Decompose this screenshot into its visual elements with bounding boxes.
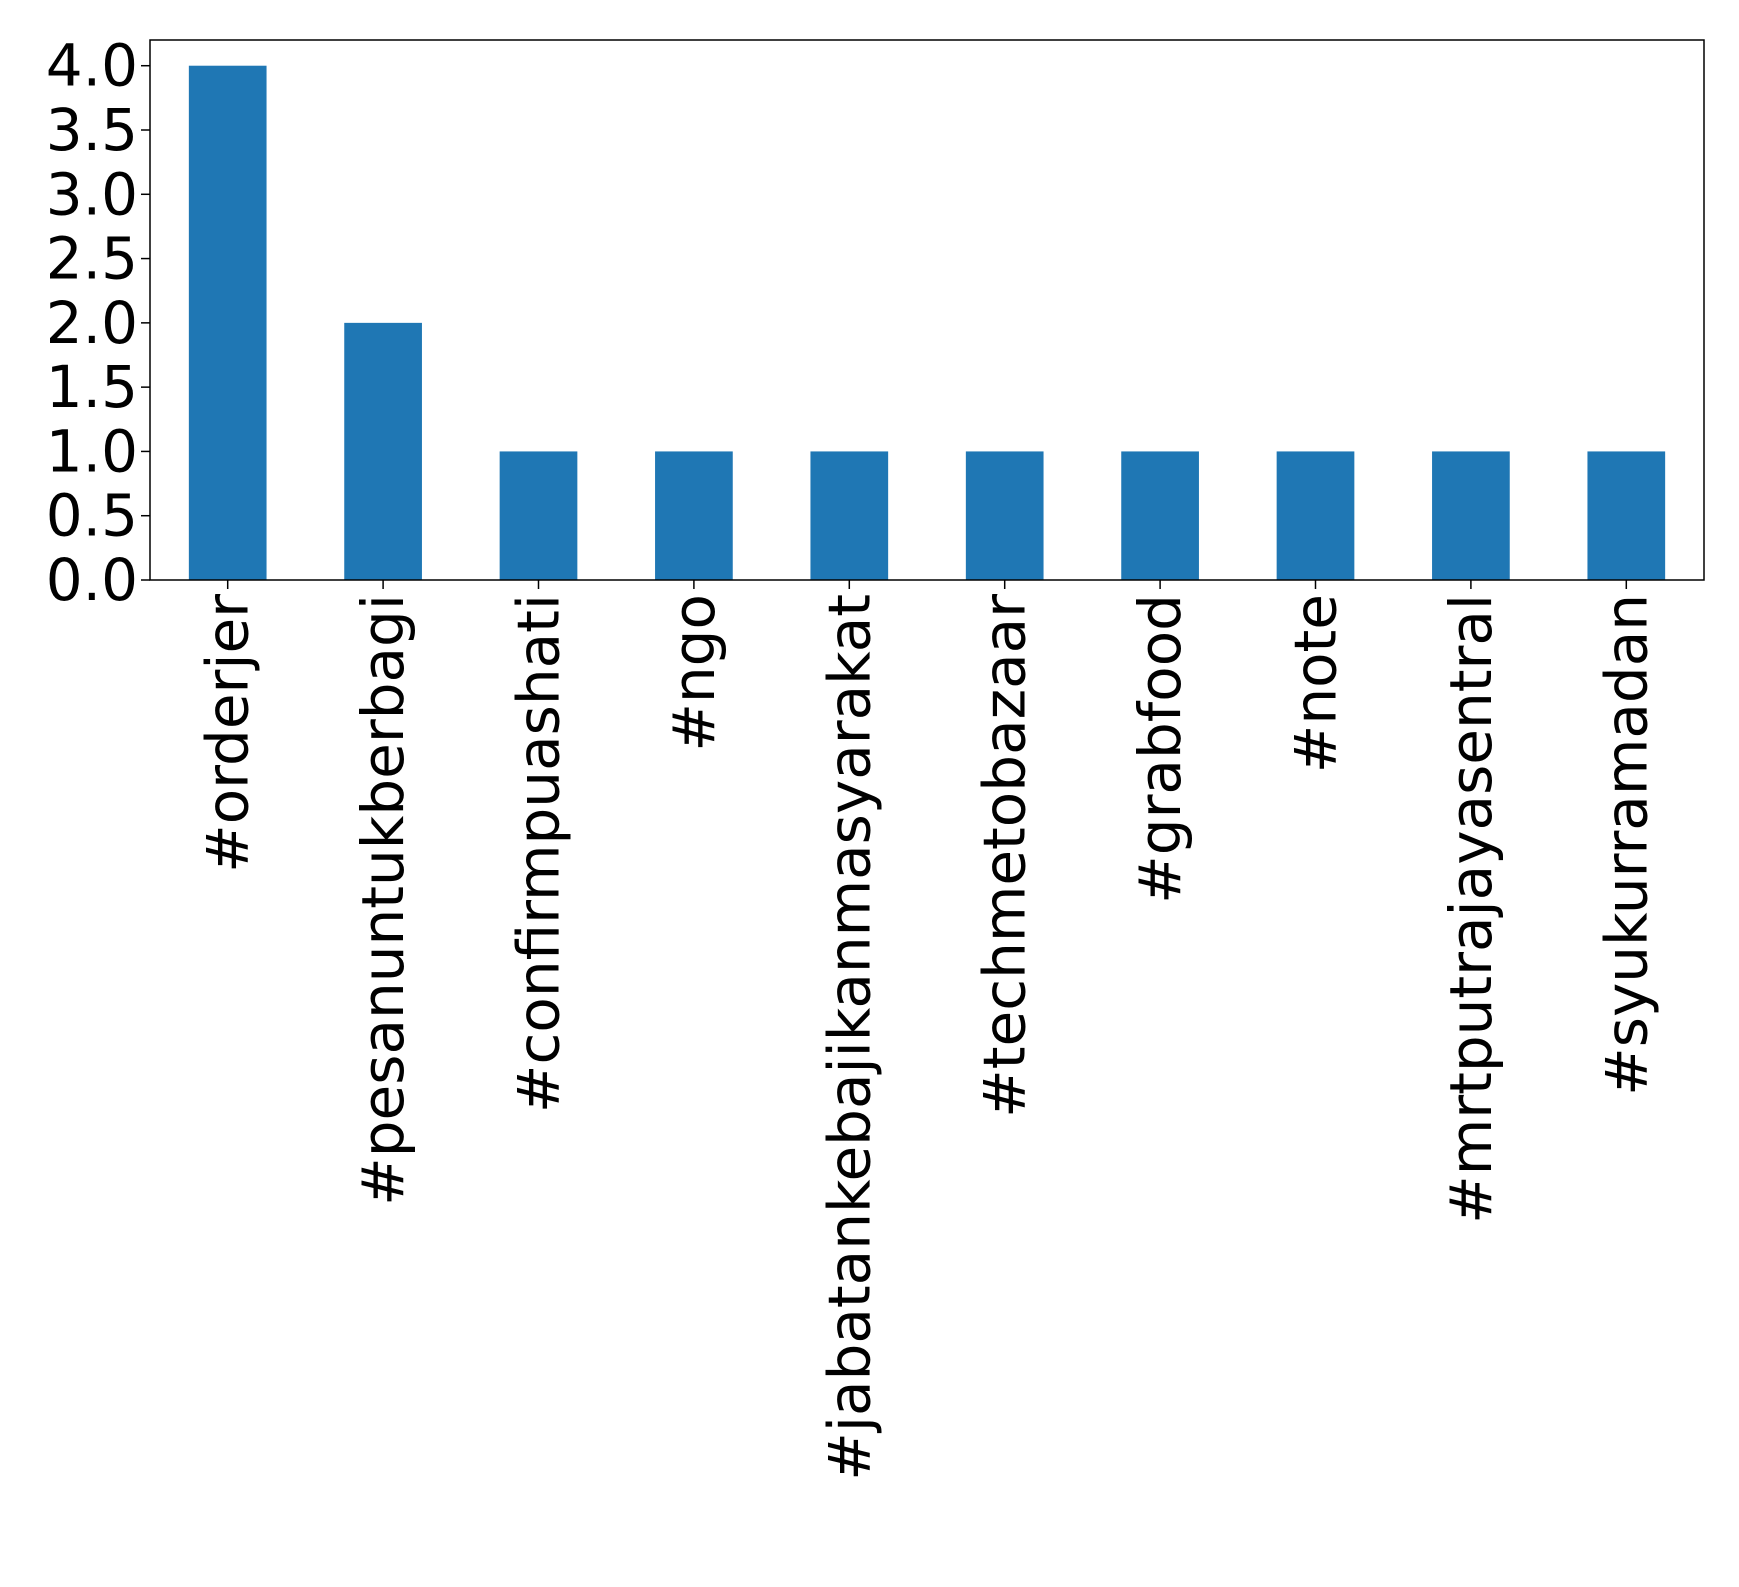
x-tick-label: #ngo xyxy=(660,594,728,752)
y-axis: 0.00.51.01.52.02.53.03.54.0 xyxy=(46,32,150,614)
bar xyxy=(1121,451,1199,580)
y-tick-label: 3.5 xyxy=(46,96,138,164)
x-tick-label: #pesanuntukberbagi xyxy=(349,594,417,1206)
bar xyxy=(1587,451,1666,580)
bar xyxy=(188,65,267,580)
y-tick-label: 0.5 xyxy=(46,482,138,550)
x-axis: #orderjer #pesanuntukberbagi #confirmpuash… xyxy=(194,580,1660,1481)
y-tick-label: 2.0 xyxy=(46,289,138,357)
x-tick-label: #syukurramadan xyxy=(1592,594,1660,1096)
bar xyxy=(655,451,733,580)
y-tick-label: 4.0 xyxy=(46,32,138,100)
plot-frame xyxy=(149,39,1705,581)
y-tick-label: 0.0 xyxy=(46,546,138,614)
bar xyxy=(810,451,889,580)
y-tick-label: 3.0 xyxy=(46,160,138,228)
bars-layer xyxy=(188,65,1666,580)
x-tick-label: #jabatankebajikanmasyarakat xyxy=(815,594,883,1481)
x-tick-label: #techmetobazaar xyxy=(971,594,1039,1118)
y-tick-label: 1.0 xyxy=(46,417,138,485)
bar xyxy=(344,322,422,580)
bar xyxy=(499,451,578,580)
x-tick-label: #mrtputrajayasentral xyxy=(1437,594,1505,1224)
x-tick-label: #grabfood xyxy=(1126,594,1194,904)
x-tick-label: #confirmpuashati xyxy=(505,594,573,1113)
bar xyxy=(1432,451,1510,580)
bar xyxy=(965,451,1044,580)
y-tick-label: 1.5 xyxy=(46,353,138,421)
y-tick-label: 2.5 xyxy=(46,225,138,293)
x-tick-label: #orderjer xyxy=(194,594,262,873)
x-tick-label: #note xyxy=(1282,594,1350,773)
bar xyxy=(1276,451,1355,580)
